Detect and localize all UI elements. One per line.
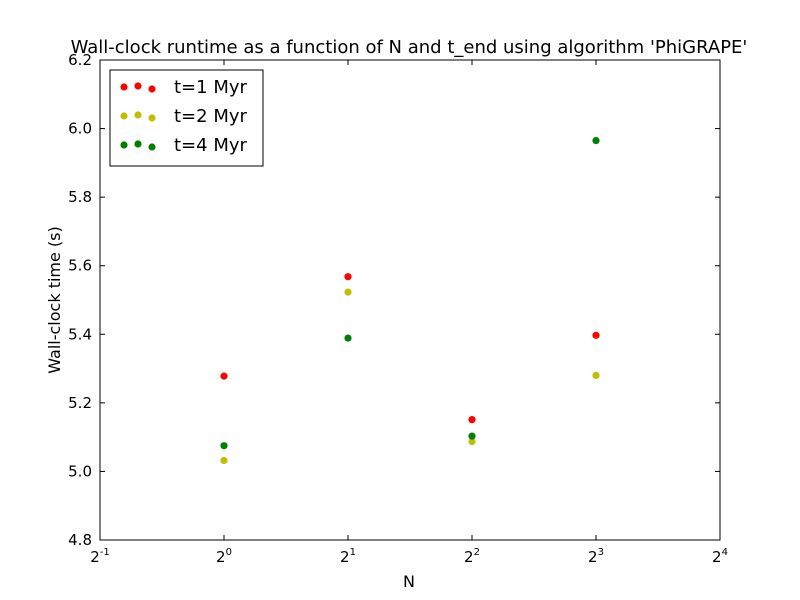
data-point-t-1-myr-1 [344,273,352,281]
data-point-t-4-myr-0 [220,442,228,450]
data-points [220,136,600,465]
data-point-t-1-myr-2 [468,416,476,424]
x-tick-label: 22 [464,547,480,566]
legend-label: t=4 Myr [174,135,247,156]
legend-marker [148,114,156,122]
legend-marker [148,143,156,151]
plot-frame [99,59,721,541]
y-tick-label: 4.8 [68,531,92,549]
data-point-t-2-myr-0 [220,456,228,465]
x-tick-label: 2-1 [90,547,110,566]
axes: 4.8 5.0 5.2 5.4 5.6 5.8 6.0 6.2 2-1 20 21 22 23 24 [68,51,728,566]
data-point-t-2-myr-1 [344,288,352,296]
x-tick-label: 23 [588,547,604,566]
legend-marker [148,85,156,93]
y-tick-label: 5.6 [68,257,92,275]
data-point-t-4-myr-1 [344,334,352,342]
y-tick-label: 6.2 [68,51,92,69]
legend-marker [134,111,142,119]
y-tick-label: 5.4 [68,325,92,343]
legend-marker [120,141,128,149]
legend: t=1 Myr t=2 Myr t=4 Myr [109,69,264,167]
legend-marker [134,82,142,90]
y-tick-label: 5.2 [68,394,92,412]
y-tick-label: 5.0 [68,462,92,480]
data-point-t-4-myr-3 [592,136,600,145]
data-point-t-2-myr-3 [592,371,600,380]
y-tick-label: 5.8 [68,188,92,206]
x-tick-label: 24 [712,547,728,566]
legend-marker [134,140,142,148]
chart-title: Wall-clock runtime as a function of N an… [71,37,748,58]
x-tick-label: 21 [340,547,356,566]
legend-label: t=2 Myr [174,106,247,127]
data-point-t-1-myr-3 [592,331,600,339]
data-point-t-4-myr-2 [468,432,476,440]
legend-label: t=1 Myr [174,77,247,98]
y-tick-label: 6.0 [68,120,92,138]
legend-marker [120,112,128,120]
y-axis-label: Wall-clock time (s) [45,226,64,374]
data-point-t-1-myr-0 [220,372,228,380]
legend-marker [120,83,128,91]
data-point-t-2-myr-2 [468,438,476,446]
x-tick-label: 20 [216,547,232,566]
x-axis-label: N [403,572,415,591]
